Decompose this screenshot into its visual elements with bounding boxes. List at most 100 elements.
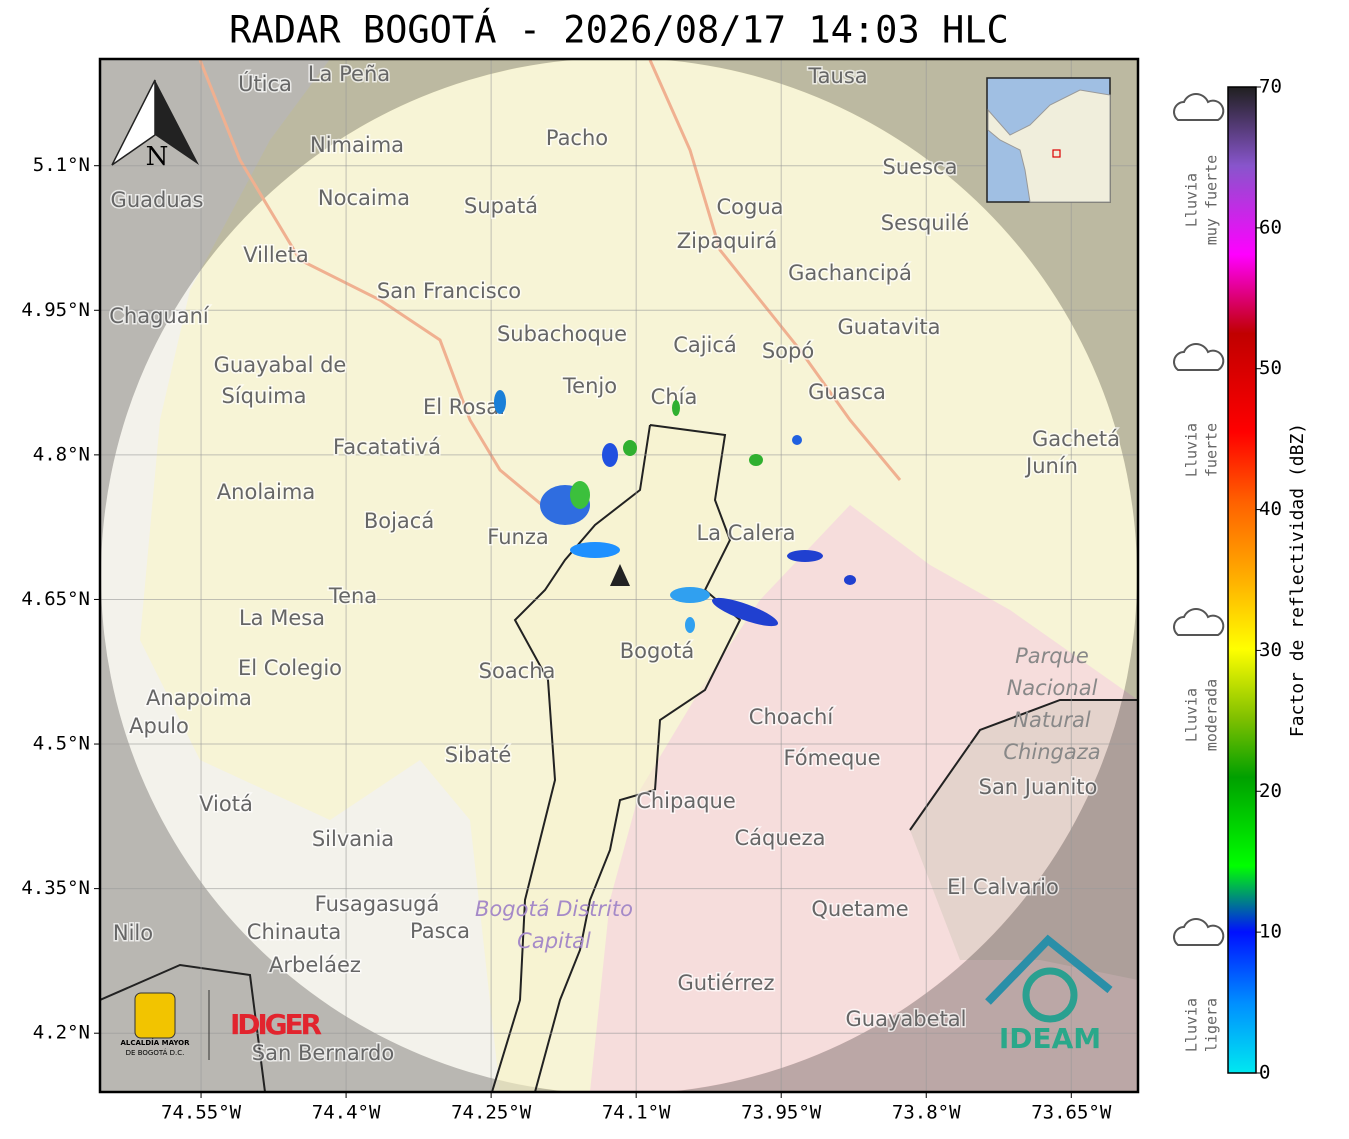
- place-label: Tenjo: [562, 374, 617, 398]
- place-label: Sopó: [762, 339, 814, 363]
- place-label: Funza: [487, 525, 548, 549]
- place-label: La Mesa: [239, 606, 325, 630]
- y-tick-label: 4.8°N: [33, 443, 90, 465]
- place-label: Bogotá: [620, 639, 695, 663]
- y-tick-label: 4.35°N: [21, 877, 90, 899]
- place-label: Junín: [1024, 454, 1078, 478]
- place-label: Pacho: [546, 126, 608, 150]
- place-label: Fusagasugá: [315, 892, 440, 916]
- x-tick-label: 73.8°W: [892, 1102, 961, 1124]
- echo: [749, 454, 763, 466]
- echo: [844, 575, 856, 585]
- colorbar-tick-label: 10: [1259, 921, 1282, 943]
- logo-text: DE BOGOTÁ D.C.: [126, 1048, 185, 1057]
- legend-label: moderada: [1203, 679, 1221, 751]
- place-label: Bojacá: [364, 509, 434, 533]
- place-label: Subachoque: [497, 322, 627, 346]
- x-tick-label: 74.1°W: [602, 1102, 671, 1124]
- radar-site: [610, 564, 630, 586]
- place-label: Gachancipá: [788, 261, 912, 285]
- cloud-icon: [1173, 343, 1225, 371]
- place-label: Chipaque: [636, 789, 736, 813]
- place-label: Viotá: [199, 792, 253, 816]
- place-label: Anolaima: [217, 480, 315, 504]
- lowland: [100, 59, 500, 1092]
- place-label: Guatavita: [838, 315, 941, 339]
- colorbar-tick-label: 70: [1259, 76, 1282, 98]
- place-label: San Juanito: [979, 775, 1098, 799]
- x-tick-label: 73.65°W: [1031, 1102, 1112, 1124]
- x-tick-label: 74.55°W: [161, 1102, 242, 1124]
- place-label: Quetame: [811, 897, 908, 921]
- place-label: Nocaima: [318, 186, 410, 210]
- place-label: Sesquilé: [881, 211, 969, 235]
- place-label: Anapoima: [146, 686, 252, 710]
- echo: [623, 440, 637, 456]
- park-label: Natural: [1013, 708, 1091, 732]
- ideam-text: IDEAM: [999, 1022, 1101, 1055]
- echo: [602, 443, 618, 467]
- legend-label: Lluvia: [1183, 998, 1201, 1052]
- legend-label: Lluvia: [1183, 423, 1201, 477]
- echo: [570, 542, 620, 558]
- place-label: Apulo: [129, 714, 189, 738]
- y-tick-label: 4.5°N: [33, 733, 90, 755]
- legend-label: muy fuerte: [1203, 155, 1221, 245]
- echo: [792, 435, 802, 445]
- park-label: Nacional: [1007, 676, 1098, 700]
- echo: [787, 550, 823, 562]
- park-label: Parque: [1015, 644, 1089, 668]
- place-label: La Calera: [696, 521, 795, 545]
- map-frame: [98, 57, 1140, 1094]
- y-tick-label: 4.95°N: [21, 299, 90, 321]
- place-label: Chinauta: [247, 920, 341, 944]
- echo: [711, 597, 779, 627]
- place-label: Fómeque: [783, 746, 880, 770]
- place-label: Útica: [238, 71, 292, 96]
- colorbar-tick-label: 20: [1259, 780, 1282, 802]
- place-label: Guasca: [808, 380, 886, 404]
- x-tick-label: 74.25°W: [451, 1102, 532, 1124]
- place-label: Silvania: [312, 827, 394, 851]
- place-label: Soacha: [479, 659, 556, 683]
- title: RADAR BOGOTÁ - 2026/08/17 14:03 HLC: [229, 8, 1009, 52]
- colorbar-tick-label: 0: [1259, 1062, 1270, 1084]
- place-label: Sibaté: [445, 743, 512, 767]
- place-label: Nimaima: [310, 133, 404, 157]
- y-tick-label: 5.1°N: [33, 154, 90, 176]
- colorbar-tick-label: 50: [1259, 357, 1282, 379]
- place-label: Guayabetal: [846, 1007, 967, 1031]
- echo: [670, 587, 710, 603]
- colorbar-tick-label: 60: [1259, 216, 1282, 238]
- colorbar-tick-label: 30: [1259, 639, 1282, 661]
- place-label: Gutiérrez: [678, 971, 775, 995]
- cloud-icon: [1173, 608, 1225, 636]
- cloud-icon: [1173, 918, 1225, 946]
- radar-echoes: [494, 390, 856, 633]
- colorbar-tick-label: 40: [1259, 498, 1282, 520]
- map: La Peña Útica Tausa Pacho Nimaima Guaduas Noca…: [100, 59, 1138, 1092]
- place-label: San Bernardo: [252, 1041, 394, 1065]
- inset-map: [986, 77, 1111, 203]
- legend-item: Lluvia fuerte: [1173, 343, 1225, 477]
- place-label: Guayabal de: [214, 353, 347, 377]
- park-area: [910, 700, 1138, 980]
- legend-label: ligera: [1203, 998, 1221, 1052]
- legend-item: Lluvia ligera: [1173, 918, 1225, 1052]
- place-label: Tena: [328, 584, 377, 608]
- north-label: N: [146, 142, 169, 172]
- x-tick-label: 73.95°W: [741, 1102, 822, 1124]
- legend-label: fuerte: [1203, 423, 1221, 477]
- place-label: Cáqueza: [735, 826, 826, 850]
- ideam-logo: IDEAM: [985, 934, 1113, 1055]
- place-label: Síquima: [222, 384, 307, 408]
- echo: [685, 617, 695, 633]
- place-label: Cajicá: [673, 333, 737, 357]
- y-tick-label: 4.2°N: [33, 1022, 90, 1044]
- legend-label: Lluvia: [1183, 688, 1201, 742]
- y-tick-label: 4.65°N: [21, 588, 90, 610]
- x-tick-label: 74.4°W: [312, 1102, 381, 1124]
- place-label: Guaduas: [111, 188, 204, 212]
- place-label: Nilo: [113, 921, 153, 945]
